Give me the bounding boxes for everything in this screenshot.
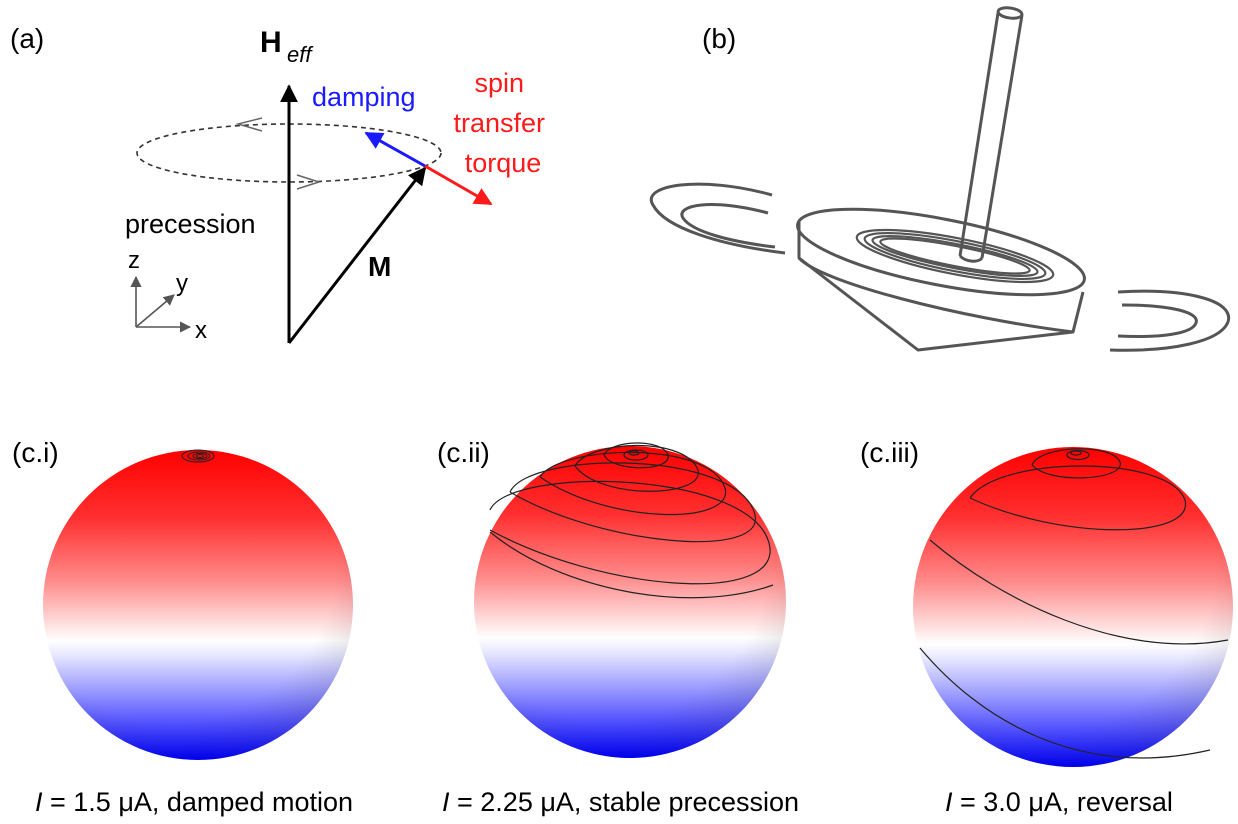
m-label: M <box>368 251 391 282</box>
panel-c-ii: (c.ii) <box>437 437 786 758</box>
heff-subscript: eff <box>287 42 314 67</box>
sphere-c-i-shade <box>43 450 353 760</box>
panel-c-iii-label: (c.iii) <box>860 437 919 468</box>
motion-arc-right-outer <box>1109 289 1231 352</box>
caption-c-iii: I = 3.0 μA, reversal <box>945 787 1173 818</box>
panel-c-i: (c.i) <box>12 437 353 760</box>
z-axis-label: z <box>128 247 140 274</box>
panel-c-ii-label: (c.ii) <box>437 437 490 468</box>
stt-label: spin transfer torque <box>453 68 552 178</box>
trajectory-c-i <box>181 449 215 463</box>
top-stem-base <box>958 254 984 263</box>
panel-c-i-label: (c.i) <box>12 437 59 468</box>
motion-arc-right-inner <box>1117 303 1198 338</box>
caption-text: = 3.0 μA, reversal <box>952 787 1173 817</box>
m-arrow <box>287 166 427 344</box>
current-symbol: I <box>442 787 450 817</box>
panel-b: (b) <box>649 6 1231 352</box>
trajectory-c-ii <box>489 442 774 599</box>
damping-label: damping <box>312 82 416 112</box>
stt-line-3: torque <box>465 148 542 178</box>
current-symbol: I <box>35 787 43 817</box>
top-ring-4 <box>879 237 1031 275</box>
top-disc-side <box>797 222 1085 334</box>
motion-arc-left-outer <box>649 182 786 255</box>
panel-a-label: (a) <box>10 23 44 54</box>
caption-text: = 1.5 μA, damped motion <box>42 787 354 817</box>
precession-label: precession <box>125 209 256 239</box>
trajectory-c-iii <box>919 448 1229 759</box>
top-ring-1 <box>855 228 1055 284</box>
x-axis-label: x <box>195 317 207 344</box>
spinning-top-illustration <box>649 6 1231 352</box>
top-stem <box>958 12 1024 259</box>
top-ring-2 <box>863 231 1047 281</box>
caption-text: = 2.25 μA, stable precession <box>449 787 800 817</box>
current-symbol: I <box>945 787 953 817</box>
top-ring-3 <box>871 235 1039 277</box>
top-disc-face <box>796 207 1086 297</box>
stt-line-1: spin <box>474 68 524 98</box>
stt-arrow <box>424 164 493 206</box>
stt-line-2: transfer <box>453 108 545 138</box>
coordinate-axes: z y x <box>128 247 207 344</box>
motion-arc-left-inner <box>680 203 776 249</box>
sphere-c-ii-shade <box>474 446 786 758</box>
y-axis <box>135 294 175 328</box>
y-axis-label: y <box>176 270 188 297</box>
top-stem-cap <box>996 6 1024 20</box>
panel-c-iii: (c.iii) <box>860 437 1233 767</box>
damping-arrow <box>364 131 426 168</box>
caption-c-ii: I = 2.25 μA, stable precession <box>442 787 799 818</box>
panel-a: (a) H eff M damping spin transfer torque… <box>10 23 552 344</box>
panel-b-label: (b) <box>702 23 736 54</box>
orbit-arrowhead-front <box>296 174 322 190</box>
caption-c-i: I = 1.5 μA, damped motion <box>35 787 353 818</box>
top-cone <box>798 256 1074 352</box>
heff-label: H <box>260 26 282 59</box>
sphere-c-iii-shade <box>913 447 1233 767</box>
orbit-arrowhead-back <box>235 117 263 132</box>
